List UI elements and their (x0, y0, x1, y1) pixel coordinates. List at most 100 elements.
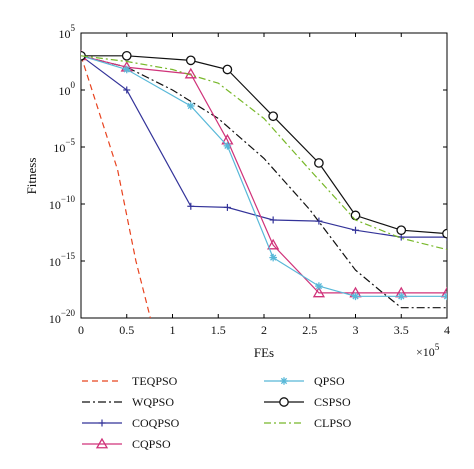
series-point-cspso (268, 111, 278, 122)
x-tick-label: 0 (78, 323, 84, 337)
series-point-qpso (122, 65, 131, 74)
y-tick-label: 10−20 (49, 308, 76, 326)
legend-swatch-marker (95, 437, 109, 449)
legend-label: CQPSO (132, 436, 171, 451)
series-point-coqpso (315, 217, 323, 225)
y-tick-exp: −20 (61, 308, 76, 318)
legend-swatch (82, 401, 122, 403)
marker-star-d2 (352, 293, 359, 300)
series-point-coqpso (123, 86, 131, 94)
x-tick-label: 3 (353, 323, 359, 337)
legend-swatch-marker (280, 377, 288, 385)
series-clpso (81, 55, 447, 251)
y-tick-base: 10 (49, 255, 61, 269)
legend-label: CSPSO (314, 394, 351, 409)
series-point-cqpso (440, 286, 447, 298)
y-tick-exp: −5 (65, 137, 75, 147)
x-tick-label: 2.5 (302, 323, 317, 337)
legend-label: WQPSO (132, 394, 175, 409)
legend-swatch (82, 419, 122, 427)
x-tick-label: 3.5 (394, 323, 409, 337)
y-tick-label: 105 (59, 23, 76, 41)
series-line-teqpso (81, 55, 152, 318)
series-point-cspso (121, 50, 132, 61)
x-axis-multiplier: ×105 (416, 342, 440, 359)
legend-item-clpso: CLPSO (262, 414, 351, 432)
series-line-clpso (81, 55, 447, 251)
series-point-qpso (315, 282, 323, 290)
series-point-cqpso (312, 286, 326, 298)
series-qpso (81, 52, 447, 301)
series-teqpso (81, 55, 152, 318)
series-point-coqpso (269, 216, 277, 224)
y-tick-label: 10−15 (49, 251, 76, 269)
series-point-qpso (269, 253, 277, 262)
legend-item-cspso: CSPSO (262, 393, 351, 411)
legend-label: QPSO (314, 373, 345, 388)
series-point-qpso (443, 292, 447, 301)
series-line-cqpso (81, 55, 447, 294)
marker-star-d2 (224, 142, 231, 149)
fitness-chart: 0 0.5 1 1.5 2 2.5 3 3.5 4 10510010−510−1010−1510… (24, 23, 450, 360)
series-clip-group (81, 49, 447, 318)
legend-label: CLPSO (314, 415, 352, 430)
series-line-coqpso (81, 55, 447, 238)
x-axis-label: FEs (254, 345, 274, 360)
series-point-qpso (187, 102, 195, 110)
legend-swatch (82, 437, 122, 449)
series-point-qpso (223, 142, 232, 150)
legend: TEQPSO WQPSO COQPSO CQPSO QPSO CSPSO CLPSO (80, 372, 470, 464)
legend-swatch (264, 422, 304, 424)
x-axis-multiplier-exp: 5 (435, 342, 440, 352)
series-point-cspso (222, 64, 233, 75)
series-layer (81, 49, 447, 318)
y-tick-base: 10 (59, 84, 71, 98)
x-axis-ticks: 0 0.5 1 1.5 2 2.5 3 3.5 4 (78, 33, 450, 337)
marker-star-d2 (398, 293, 405, 300)
series-line-cspso (81, 55, 447, 235)
legend-item-teqpso: TEQPSO (80, 372, 177, 390)
series-point-cqpso (184, 67, 197, 79)
legend-swatch (82, 380, 122, 382)
y-tick-label: 100 (59, 80, 76, 98)
x-tick-label: 4 (444, 323, 450, 337)
marker-star-d2 (187, 102, 194, 110)
y-tick-base: 10 (49, 312, 61, 326)
y-tick-exp: 0 (71, 80, 76, 90)
legend-swatch-marker (279, 397, 289, 407)
series-point-qpso (397, 292, 406, 301)
marker-star-d2 (280, 377, 288, 385)
legend-label: COQPSO (132, 415, 180, 430)
series-wqpso (81, 55, 447, 309)
marker-star-d2 (315, 282, 323, 290)
series-point-qpso (351, 292, 360, 301)
legend-swatch (264, 377, 304, 385)
x-tick-label: 2 (261, 323, 267, 337)
legend-label: TEQPSO (132, 373, 178, 388)
y-tick-exp: −15 (61, 251, 76, 261)
series-point-coqpso (187, 202, 195, 210)
legend-swatch (264, 397, 304, 407)
y-axis-label: Fitness (24, 158, 39, 195)
legend-item-cqpso: CQPSO (80, 435, 171, 453)
series-line-wqpso (81, 55, 447, 309)
y-tick-base: 10 (53, 141, 65, 155)
marker-star-d2 (443, 295, 447, 300)
y-tick-exp: 5 (71, 23, 76, 33)
legend-item-qpso: QPSO (262, 372, 345, 390)
series-point-coqpso (352, 226, 359, 234)
series-point-cspso (185, 55, 196, 66)
series-point-cspso (350, 210, 361, 221)
y-tick-exp: −10 (61, 194, 76, 204)
legend-item-coqpso: COQPSO (80, 414, 179, 432)
legend-item-wqpso: WQPSO (80, 393, 174, 411)
x-tick-label: 0.5 (119, 323, 134, 337)
series-point-cqpso (267, 238, 280, 250)
series-cspso (81, 50, 447, 239)
y-tick-base: 10 (49, 198, 61, 212)
series-point-cspso (442, 228, 447, 239)
y-tick-base: 10 (59, 27, 71, 41)
marker-star-d1 (443, 293, 447, 298)
series-coqpso (81, 52, 447, 241)
